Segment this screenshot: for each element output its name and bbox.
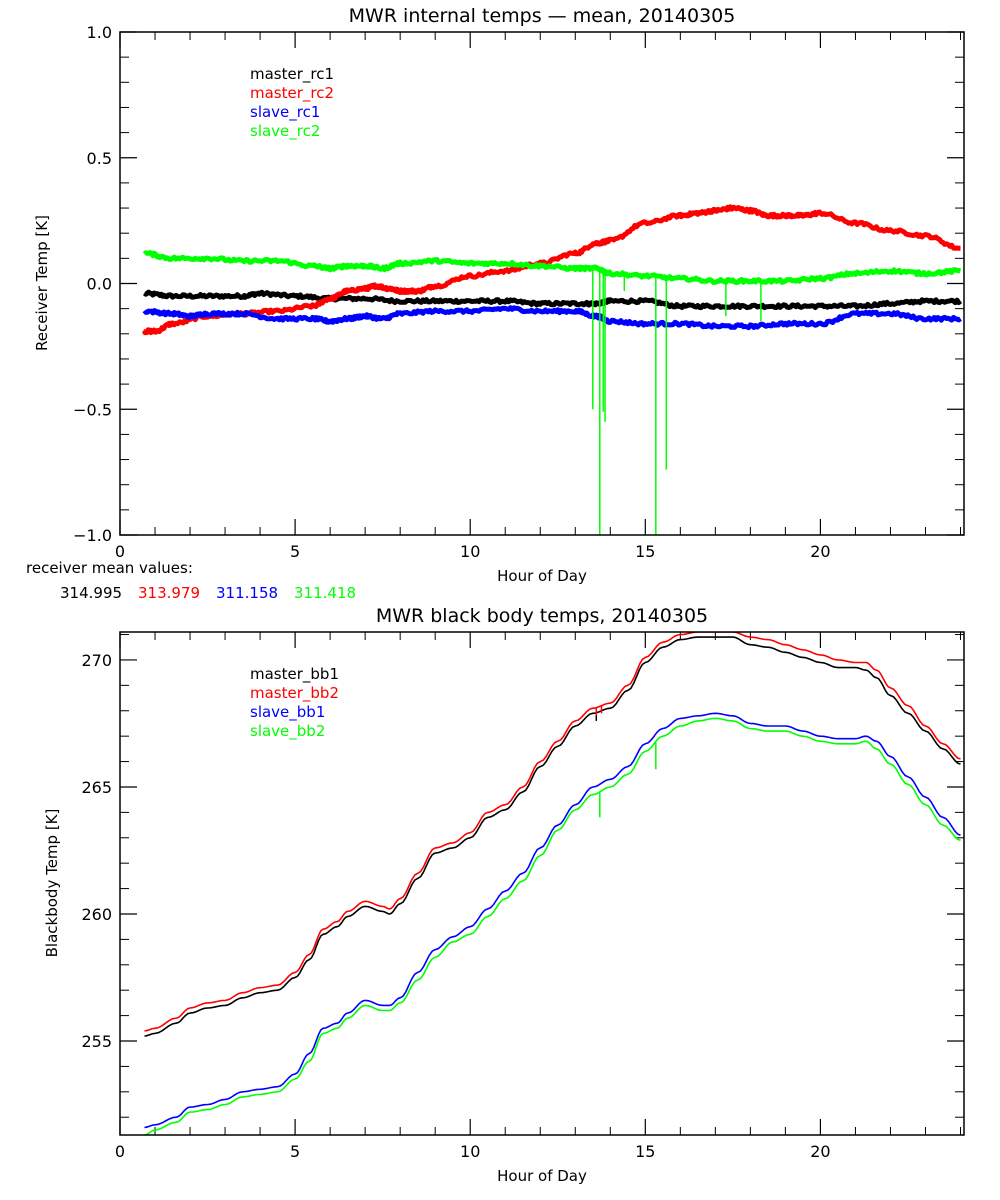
footer-mean-value: 311.418 [294, 584, 356, 602]
y-tick-label: 270 [81, 651, 112, 670]
axis-ticks: 0 5 10 15 20 −1.0 −0.5 0.0 0.5 1.0 [73, 23, 964, 561]
series-group [144, 632, 961, 1135]
series-line-master-bb1 [144, 636, 961, 1037]
plot-area [142, 204, 963, 535]
y-tick-label: 0.0 [87, 275, 112, 294]
footer-label: receiver mean values: [26, 559, 193, 577]
series-line-slave-bb1 [144, 712, 961, 1129]
y-axis-label: Receiver Temp [K] [33, 215, 51, 351]
legend-entry-master-rc2: master_rc2 [250, 84, 334, 103]
x-axis-label: Hour of Day [497, 1167, 587, 1185]
legend-entry-slave-bb2: slave_bb2 [250, 722, 325, 741]
y-tick-label: 1.0 [87, 23, 112, 42]
axis-ticks: 0 5 10 15 20 255 260 265 270 [81, 632, 964, 1161]
legend-entry-master-bb1: master_bb1 [250, 665, 339, 684]
series-group [142, 204, 963, 535]
legend-entry-master-bb2: master_bb2 [250, 684, 339, 703]
receiver-temps-chart: MWR internal temps — mean, 20140305 Rece… [26, 5, 965, 602]
y-tick-label: 265 [81, 778, 112, 797]
y-tick-label: 255 [81, 1032, 112, 1051]
x-tick-label: 5 [290, 542, 300, 561]
y-tick-label: 260 [81, 905, 112, 924]
series-line-slave-rc1 [142, 305, 962, 331]
x-tick-label: 5 [290, 1142, 300, 1161]
plot-frame [119, 631, 965, 1136]
y-tick-label: 0.5 [87, 149, 112, 168]
series-line-master-bb2 [144, 632, 961, 1032]
y-tick-label: −1.0 [73, 526, 112, 545]
legend-entry-master-rc1: master_rc1 [250, 65, 334, 84]
plot-area [144, 632, 961, 1135]
series-line-slave-rc2 [142, 250, 962, 285]
footer-mean-values: 314.995 313.979 311.158 311.418 [60, 584, 356, 602]
legend-entry-slave-rc2: slave_rc2 [250, 122, 320, 141]
footer-mean-value: 314.995 [60, 584, 122, 602]
chart-title: MWR black body temps, 20140305 [376, 605, 708, 627]
y-tick-label: −0.5 [73, 400, 112, 419]
series-line-slave-bb2 [144, 717, 961, 1135]
x-tick-label: 10 [460, 542, 480, 561]
blackbody-temps-chart: MWR black body temps, 20140305 Blackbody… [43, 605, 965, 1185]
legend-entry-slave-rc1: slave_rc1 [250, 103, 320, 122]
x-tick-label: 15 [635, 542, 655, 561]
series-line-master-rc1 [142, 289, 963, 311]
x-tick-label: 20 [810, 1142, 830, 1161]
footer-mean-value: 311.158 [216, 584, 278, 602]
legend-entry-slave-bb1: slave_bb1 [250, 703, 325, 722]
x-tick-label: 10 [460, 1142, 480, 1161]
x-tick-label: 15 [635, 1142, 655, 1161]
x-tick-label: 0 [115, 542, 125, 561]
plot-frame [119, 31, 965, 536]
x-axis-label: Hour of Day [497, 567, 587, 585]
x-tick-label: 20 [810, 542, 830, 561]
chart-title: MWR internal temps — mean, 20140305 [349, 5, 736, 27]
x-tick-label: 0 [115, 1142, 125, 1161]
footer-mean-value: 313.979 [138, 584, 200, 602]
y-axis-label: Blackbody Temp [K] [43, 809, 61, 958]
series-line-master-rc2 [142, 204, 962, 336]
